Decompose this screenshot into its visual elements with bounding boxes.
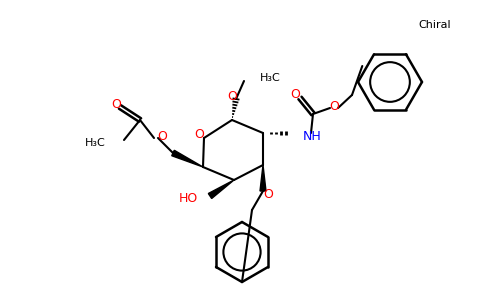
Text: H₃C: H₃C xyxy=(260,73,281,83)
Text: O: O xyxy=(157,130,167,142)
Text: H₃C: H₃C xyxy=(85,138,106,148)
Text: O: O xyxy=(111,98,121,110)
Text: O: O xyxy=(227,91,237,103)
Text: O: O xyxy=(194,128,204,142)
Polygon shape xyxy=(208,180,234,199)
Text: Chiral: Chiral xyxy=(419,20,451,30)
Text: NH: NH xyxy=(303,130,322,143)
Text: O: O xyxy=(263,188,273,202)
Polygon shape xyxy=(172,150,203,167)
Text: O: O xyxy=(290,88,300,101)
Polygon shape xyxy=(260,165,266,191)
Text: HO: HO xyxy=(179,193,198,206)
Text: O: O xyxy=(329,100,339,113)
